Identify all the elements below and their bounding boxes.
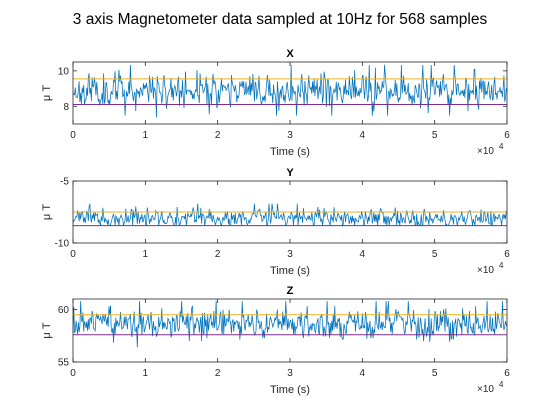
- x-exponent-label: ×10: [477, 146, 494, 157]
- plot-area: [73, 299, 507, 362]
- x-tick-label: 0: [70, 130, 76, 141]
- y-tick-label: 8: [63, 102, 69, 113]
- signal-line-x: [72, 64, 508, 118]
- x-tick-label: 0: [70, 249, 76, 260]
- x-tick-label: 2: [215, 249, 221, 260]
- subplot-title: Y: [286, 167, 294, 179]
- x-tick-label: 5: [432, 249, 438, 260]
- x-tick-label: 5: [432, 130, 438, 141]
- x-tick-label: 3: [287, 249, 293, 260]
- x-tick-label: 3: [287, 368, 293, 379]
- x-axis-label: Time (s): [270, 146, 310, 158]
- x-tick-label: 5: [432, 368, 438, 379]
- y-tick-label: 60: [58, 305, 70, 316]
- x-tick-label: 2: [215, 368, 221, 379]
- x-tick-label: 1: [143, 130, 149, 141]
- y-axis-label: μ T: [41, 85, 53, 101]
- y-axis-label: μ T: [41, 204, 53, 220]
- figure-title: 3 axis Magnetometer data sampled at 10Hz…: [73, 11, 488, 28]
- x-exponent-label: ×10: [477, 384, 494, 395]
- y-tick-label: -10: [55, 239, 70, 250]
- y-axis-label: μ T: [41, 322, 53, 338]
- subplot-title: Z: [287, 285, 294, 297]
- x-tick-label: 1: [143, 368, 149, 379]
- x-tick-label: 6: [504, 249, 510, 260]
- subplot-title: X: [286, 48, 294, 60]
- y-tick-label: 55: [58, 358, 70, 369]
- x-axis-label: Time (s): [270, 384, 310, 396]
- subplot-y: 0 1 2 3 4 5 6 -5 -10 Y Time (s) μ T ×10 4: [41, 167, 510, 277]
- signal-line-y: [72, 203, 508, 227]
- x-exponent-power: 4: [499, 142, 504, 151]
- x-tick-label: 4: [360, 130, 366, 141]
- x-tick-label: 4: [360, 249, 366, 260]
- x-tick-label: 6: [504, 368, 510, 379]
- y-tick-label: -5: [60, 177, 69, 188]
- x-axis-label: Time (s): [270, 265, 310, 277]
- y-tick-label: 10: [58, 66, 70, 77]
- x-exponent-power: 4: [499, 261, 504, 270]
- x-tick-label: 4: [360, 368, 366, 379]
- x-tick-label: 3: [287, 130, 293, 141]
- x-tick-label: 2: [215, 130, 221, 141]
- x-tick-label: 6: [504, 130, 510, 141]
- x-tick-label: 0: [70, 368, 76, 379]
- x-exponent-label: ×10: [477, 265, 494, 276]
- x-exponent-power: 4: [499, 380, 504, 389]
- x-tick-label: 1: [143, 249, 149, 260]
- subplot-z: 0 1 2 3 4 5 6 60 55 Z Time (s) μ T ×10 4: [41, 285, 510, 396]
- subplot-x: 0 1 2 3 4 5 6 10 8 X Time (s) μ T ×10 4: [41, 48, 510, 158]
